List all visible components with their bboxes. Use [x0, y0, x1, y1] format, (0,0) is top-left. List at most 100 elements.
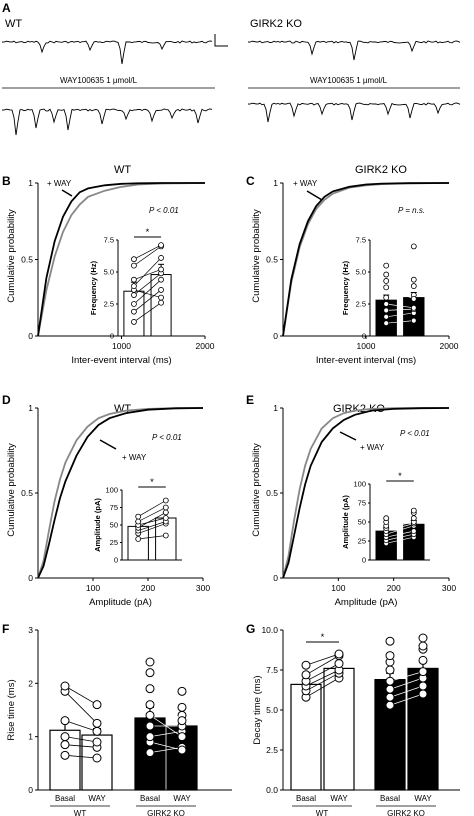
data-point: [92, 753, 102, 763]
x-axis-label: Amplitude (pA): [89, 597, 152, 608]
panel-b-title: WT: [114, 164, 131, 176]
inset-pair-line: [138, 523, 166, 534]
series-line-way: [282, 182, 450, 337]
pair-line: [149, 730, 183, 738]
y-tick-label: 0: [273, 573, 278, 583]
inset-y-tick-label: 0: [362, 332, 366, 341]
data-point: [385, 665, 395, 675]
y-tick-label: 2.5: [266, 745, 278, 755]
way-label-b: + WAY: [47, 179, 72, 188]
x-tick-label: 2000: [440, 341, 459, 351]
inset-y-tick-label: 0: [114, 556, 118, 565]
pair-line: [305, 653, 340, 666]
drug-label-ko: WAY100635 1 µmol/L: [310, 76, 388, 85]
data-point: [145, 732, 155, 742]
data-point: [385, 684, 395, 694]
inset-pair-line: [133, 244, 162, 260]
inset-point: [131, 308, 137, 315]
data-point: [418, 655, 428, 665]
inset-pair-line: [386, 510, 414, 519]
data-point: [145, 700, 155, 710]
sig-star: *: [321, 632, 325, 643]
y-axis-label: Decay time (ms): [252, 675, 263, 744]
y-tick-label: 0.0: [266, 785, 278, 795]
y-tick-label: 1: [28, 732, 33, 742]
data-point: [177, 716, 187, 726]
pair-line: [149, 688, 183, 721]
inset-point: [410, 304, 417, 311]
inset-point: [158, 299, 164, 306]
inset-point: [383, 515, 390, 522]
pair-line: [305, 677, 340, 698]
inset-y-tick-label: 25: [358, 537, 366, 546]
group-label: WT: [74, 809, 87, 816]
pair-line: [149, 704, 183, 716]
data-point: [301, 660, 311, 670]
pair-line: [64, 754, 98, 759]
category-label: Basal: [55, 794, 75, 803]
sig-star: *: [150, 477, 154, 488]
data-point: [60, 716, 70, 726]
inset-pair-line: [133, 289, 162, 298]
pair-line: [389, 645, 424, 656]
data-point: [385, 636, 395, 646]
inset-point: [162, 509, 169, 516]
inset-pair-line: [386, 246, 414, 266]
inset-y-tick-label: 2.5: [356, 300, 366, 309]
arrow-c: [306, 190, 323, 201]
inset-point: [383, 301, 390, 307]
trace-path: [247, 40, 461, 61]
x-tick-label: 100: [86, 583, 100, 593]
trace-wt-way: [1, 108, 213, 136]
inset-y-tick-label: 50: [110, 521, 118, 530]
data-point: [418, 689, 428, 699]
y-tick-label: 1: [273, 403, 278, 413]
inset-y-axis-label: Frequency (Hz): [341, 260, 350, 315]
data-point: [92, 700, 102, 710]
panel-c-letter: C: [246, 174, 255, 188]
arrow-e: [339, 431, 357, 441]
pvalue-d: P < 0.01: [152, 433, 182, 442]
inset-pair-line: [133, 289, 162, 312]
trace-ko-way: [247, 102, 461, 123]
trace-ko-basal: [247, 40, 461, 61]
data-point: [145, 684, 155, 694]
inset-point: [158, 276, 164, 283]
pair-line: [149, 741, 183, 751]
y-tick-label: 0: [273, 331, 278, 341]
y-tick-label: 0: [28, 331, 33, 341]
inset-bar: [403, 297, 425, 337]
inset-y-tick-label: 100: [353, 480, 366, 489]
inset-pair-line: [386, 274, 414, 281]
inset-pair-line: [138, 512, 166, 529]
inset-pair-line: [386, 521, 414, 529]
inset-point: [410, 283, 417, 289]
data-point: [60, 750, 70, 760]
data-point: [177, 732, 187, 742]
panel-c-title: GIRK2 KO: [355, 164, 407, 176]
pair-line: [305, 663, 340, 682]
inset-point: [383, 278, 390, 284]
pvalue-c: P = n.s.: [398, 206, 425, 215]
y-axis-label: Cumulative probability: [251, 443, 262, 537]
data-point: [145, 710, 155, 720]
y-tick-label: 0.5: [21, 255, 33, 265]
inset-point: [158, 266, 164, 273]
inset-pair-line: [386, 536, 414, 544]
panel-g-letter: G: [246, 622, 255, 636]
inset-pair-line: [386, 294, 414, 298]
data-point: [145, 748, 155, 758]
pair-line: [305, 669, 340, 687]
x-axis-label: Inter-event interval (ms): [316, 355, 416, 366]
inset-point: [158, 294, 164, 301]
pair-line: [64, 744, 98, 748]
inset-pair-line: [386, 525, 414, 535]
y-tick-label: 1: [28, 403, 33, 413]
pvalue-e: P < 0.01: [400, 429, 430, 438]
pair-line: [389, 693, 424, 706]
x-tick-label: 300: [196, 583, 210, 593]
chart-b: 0 0.5 1 1000 2000 Inter-event interval (ms) Cu…: [6, 178, 215, 366]
inset-pair-line: [138, 521, 166, 531]
data-point: [60, 740, 70, 750]
